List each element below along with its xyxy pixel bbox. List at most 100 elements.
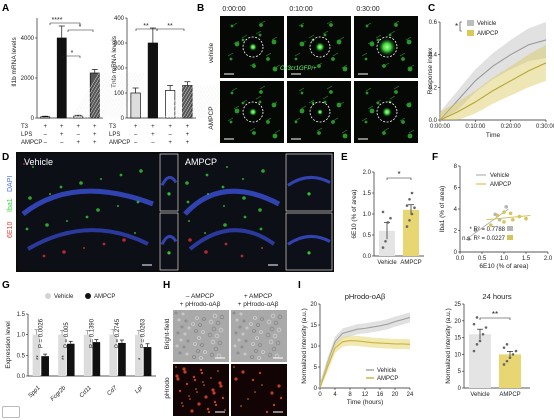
d-cell-dot [136,200,140,204]
b-marker-label: Cx3cr1GFP/+ [280,66,317,72]
f-ytick-label: 6 [454,186,458,192]
f-xlabel: 6E10 (% of area) [479,263,528,270]
b-lesion-glow [317,109,323,115]
i-left-ytick-label: 20 [310,302,317,308]
b-process [367,105,374,110]
h-phrodo-dot [277,384,281,388]
h-phrodo-dot [175,366,177,368]
g-bar-1 [143,347,152,376]
h-cell-outline [265,332,271,338]
c-sig-bracket [459,21,462,32]
a-right-sign: – [134,140,138,146]
i-left-ylabel: Normalized intensity (a.u.) [301,308,308,384]
b-process [271,36,278,41]
c-legend-swatch [467,20,474,26]
b-cell [271,39,277,45]
d-dapi-band [26,228,149,251]
a-right-sign: + [168,140,172,146]
i-right-point [505,343,509,346]
a-left-sign: – [60,140,64,146]
h-phrodo-dot [202,381,204,383]
h-cell-outline [199,356,203,360]
a-right-sign: + [186,124,190,130]
b-process [399,52,406,57]
a-right-sign: + [186,140,190,146]
c-ytick-label: 0.2 [429,85,438,91]
b-process [408,129,415,134]
h-col2-line1: + AMPCP [244,293,272,300]
b-cell [323,33,327,37]
e-point [410,191,414,195]
b-time-2: 0:30:00 [356,6,379,13]
b-process [326,20,333,25]
panel-c: Response index 0.0 0.2 0.4 0.6 0:00:00 0:10:00… [427,20,554,139]
d-inset-dot [307,192,311,196]
g-ytick-label: 0.0 [17,374,26,380]
b-process [233,105,240,110]
b-lesion-circle [242,101,264,123]
A-right-hatch [185,85,206,119]
i-left-xtick-label: 16 [377,392,384,398]
c-xtick-label: 0:30:00 [536,124,554,130]
i-right-ytick-label: 10 [454,352,461,358]
b-cell [271,102,277,108]
d-cell-dot [243,215,247,219]
i-band-0 [320,312,410,388]
h-phrodo-dot [234,377,238,381]
b-cell [294,120,298,124]
h-cell-outline [218,327,224,333]
h-cell-outline [178,351,182,355]
d-cell-dot [117,205,119,207]
i-right-ytick-label: 20 [454,319,461,325]
h-phrodo-dot [211,388,215,392]
h-phrodo-dot [265,410,269,414]
b-process [341,129,348,134]
d-dapi-band [183,188,281,216]
h-phrodo-dot [192,375,196,379]
b-time-1: 0:10:00 [289,6,312,13]
h-phrodo-dot [176,377,180,381]
i-right-ytick-label: 5 [458,369,462,375]
h-phrodo-dot [197,402,201,406]
h-phrodo-dot [175,374,179,378]
b-process [393,20,400,25]
h-cell-outline [187,326,191,330]
b-lesion-circle [309,36,331,58]
i-legend-label: Vehicle [377,368,397,374]
d-cell-dot [242,196,246,200]
e-ytick-label: 2.0 [363,170,372,176]
a-right-row-lps: LPS [109,132,120,138]
g-pmark: ** [62,355,68,360]
f-ylabel: Iba1 (% of area) [439,186,446,233]
a-right-sign: + [186,132,190,138]
h-cell-outline [238,325,242,329]
a-left-row-ampcp: AMPCP [21,140,42,146]
i-line-1 [319,339,411,389]
d-cell-dot [49,193,51,195]
i-right-title: 24 hours [482,292,511,301]
g-legend-ampcp: AMPCP [94,294,115,300]
d-hippocampus-tile [18,154,158,270]
h-phrodo-dot [199,368,203,372]
i-left-title: pHrodo-oAβ [345,292,386,301]
A-right-hatch [179,85,200,119]
d-cell-dot [139,169,143,173]
a-right-sig-2: ** [167,23,173,30]
g-ytick-label: 1.5 [17,312,26,318]
a-left-ylabel: Il1b mRNA levels [11,37,18,87]
A-right-ytick-label: 400 [114,16,125,22]
panel-i: pHrodo-oAβ Normalized intensity (a.u.) 0 5 1… [301,292,530,406]
h-cell-outline [192,355,196,359]
a-left-sig-3: * [71,50,74,57]
h-cell-outline [203,350,207,354]
g-ytick-label: 1.0 [17,333,26,339]
b-cell [300,91,304,95]
i-right-ytick-label: 0 [458,386,462,392]
i-right-bar [469,334,491,388]
h-phrodo-dot [200,371,204,375]
b-cell [376,38,380,42]
h-phrodo-dot [213,400,217,404]
h-phrodo-dot [189,398,191,400]
A-left-hatch [74,72,103,119]
b-cell [229,57,233,61]
